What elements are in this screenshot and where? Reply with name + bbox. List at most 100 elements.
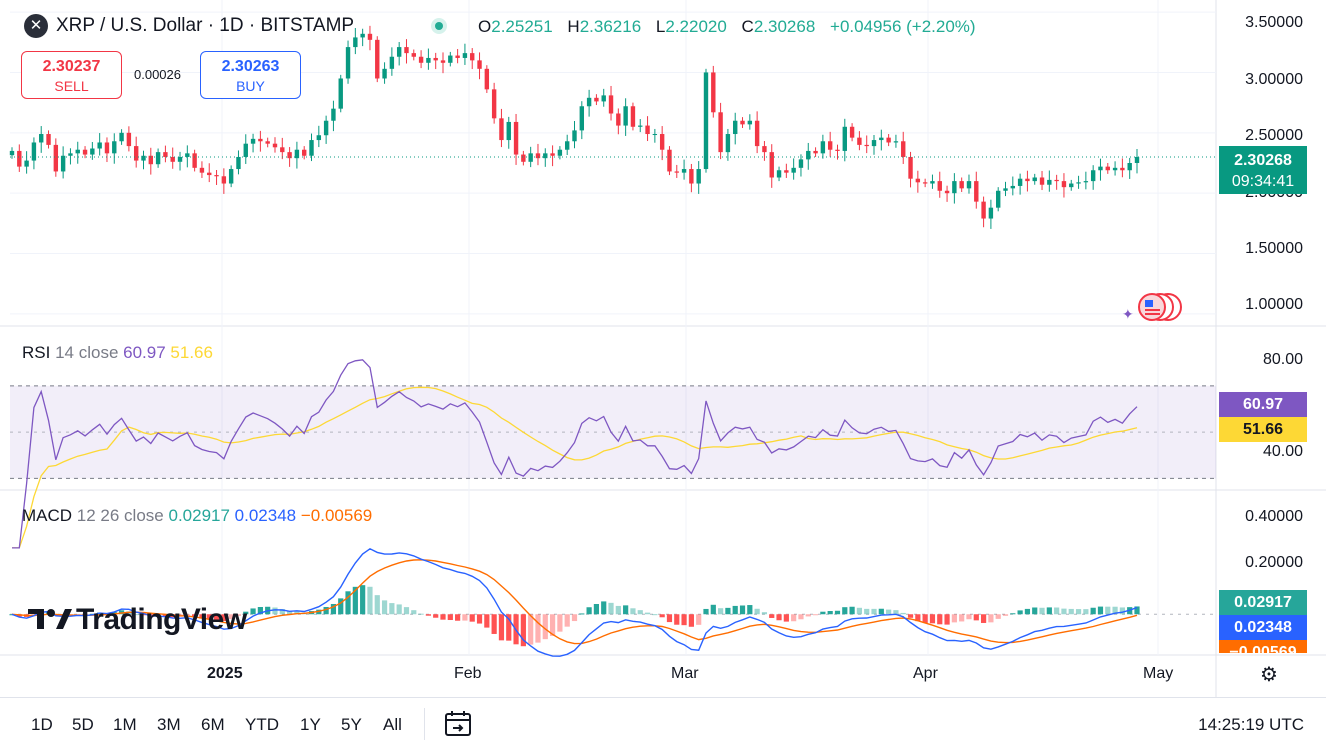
candle-body: [754, 120, 760, 147]
candle-body: [39, 134, 44, 143]
range-all-button[interactable]: All: [383, 715, 402, 734]
candle-body: [90, 148, 95, 155]
candle-body: [1061, 181, 1067, 188]
range-1d-button[interactable]: 1D: [31, 715, 53, 734]
candle-body: [616, 113, 621, 126]
macd-axis-tick: 0.40000: [1245, 508, 1303, 525]
candle-body: [988, 207, 994, 219]
candle-body: [1017, 178, 1023, 186]
candle-body: [170, 156, 175, 162]
high-value: 2.36216: [579, 17, 642, 36]
range-1m-button[interactable]: 1M: [113, 715, 137, 734]
tradingview-logo[interactable]: TradingView: [28, 603, 247, 637]
macd-histogram-bar: [330, 603, 337, 615]
gear-icon[interactable]: ⚙: [1260, 664, 1278, 686]
svg-text:✦: ✦: [1122, 306, 1134, 322]
candle-body: [806, 150, 811, 160]
candle-body: [543, 153, 548, 159]
last-price-tag: 2.30268 09:34:41: [1219, 146, 1307, 194]
candle-body: [141, 155, 146, 161]
macd-histogram-bar: [944, 614, 950, 625]
candle-body: [594, 97, 599, 102]
macd-params: 12 26 close: [76, 506, 164, 525]
macd-histogram-bar: [1134, 606, 1140, 615]
macd-histogram-bar: [1068, 608, 1074, 615]
rsi-axis-tick: 80.00: [1262, 351, 1303, 368]
macd-histogram-bar: [272, 607, 278, 615]
macd-histogram-bar: [637, 610, 643, 615]
candle-body: [901, 141, 906, 157]
macd-histogram-bar: [579, 613, 585, 615]
macd-histogram-bar: [433, 614, 439, 618]
range-5y-button[interactable]: 5Y: [341, 715, 362, 734]
macd-histogram-bar: [769, 614, 775, 618]
macd-histogram-bar: [498, 614, 505, 641]
macd-histogram-bar: [535, 614, 541, 643]
macd-histogram-bar: [403, 607, 410, 615]
candle-body: [893, 141, 899, 143]
macd-legend[interactable]: MACD 12 26 close 0.02917 0.02348 −0.0056…: [22, 506, 372, 526]
macd-histogram-bar: [951, 614, 957, 623]
range-6m-button[interactable]: 6M: [201, 715, 225, 734]
us-flag-icon[interactable]: ✦: [1122, 291, 1184, 323]
sell-price: 2.30237: [42, 58, 101, 75]
candle-body: [652, 134, 658, 136]
candle-body: [1032, 177, 1037, 182]
low-value: 2.22020: [665, 17, 727, 36]
rsi-value-tag: 60.97: [1219, 392, 1307, 417]
sell-label: SELL: [54, 78, 89, 94]
macd-histogram-bar: [681, 614, 687, 626]
macd-histogram-bar: [798, 614, 804, 620]
candle-body: [426, 57, 431, 63]
candle-body: [1083, 181, 1089, 183]
range-5d-button[interactable]: 5D: [72, 715, 94, 734]
candle-body: [119, 132, 124, 142]
candle-body: [776, 170, 782, 178]
candle-body: [769, 152, 774, 178]
macd-histogram-bar: [703, 608, 709, 615]
candle-body: [396, 47, 402, 57]
buy-button[interactable]: 2.30263 BUY: [200, 51, 301, 99]
macd-histogram-bar: [1119, 607, 1125, 615]
symbol-title[interactable]: XRP / U.S. Dollar · 1D · BITSTAMP: [56, 15, 355, 36]
range-3m-button[interactable]: 3M: [157, 715, 181, 734]
macd-histogram-bar: [659, 614, 665, 618]
candle-body: [1003, 188, 1008, 191]
macd-histogram-bar: [520, 614, 526, 647]
candle-body: [338, 78, 343, 109]
range-1y-button[interactable]: 1Y: [300, 715, 321, 734]
macd-histogram-bar: [988, 614, 994, 623]
macd-histogram-bar: [360, 585, 366, 615]
candle-body: [879, 137, 884, 141]
rsi-ma-line: [12, 386, 1138, 549]
macd-histogram-bar: [491, 614, 497, 634]
candle-body: [681, 169, 687, 173]
candle-body: [784, 170, 789, 173]
candle-body: [528, 153, 533, 162]
macd-histogram-bar: [922, 614, 928, 624]
macd-histogram-bar: [374, 595, 380, 615]
range-ytd-button[interactable]: YTD: [245, 715, 279, 734]
utc-clock[interactable]: 14:25:19 UTC: [1198, 715, 1304, 734]
chart-canvas[interactable]: [0, 0, 1326, 697]
candle-body: [433, 57, 438, 61]
candle-body: [404, 47, 409, 54]
candle-body: [849, 126, 855, 138]
macd-histogram-bar: [915, 614, 921, 622]
candle-body: [608, 95, 614, 114]
sell-button[interactable]: 2.30237 SELL: [21, 51, 122, 99]
macd-histogram-bar: [1105, 606, 1111, 615]
candle-body: [857, 137, 862, 145]
macd-histogram-bar: [338, 598, 344, 615]
macd-histogram-bar: [907, 614, 914, 618]
candle-body: [411, 53, 416, 57]
candle-body: [535, 153, 541, 159]
candle-body: [871, 140, 877, 147]
candle-body: [53, 144, 59, 172]
rsi-name: RSI: [22, 343, 51, 362]
calendar-goto-icon[interactable]: [443, 708, 473, 738]
macd-histogram-bar: [1090, 607, 1096, 615]
high-label: H: [567, 17, 580, 36]
rsi-legend[interactable]: RSI 14 close 60.97 51.66: [22, 343, 213, 363]
macd-histogram-bar: [221, 614, 227, 621]
